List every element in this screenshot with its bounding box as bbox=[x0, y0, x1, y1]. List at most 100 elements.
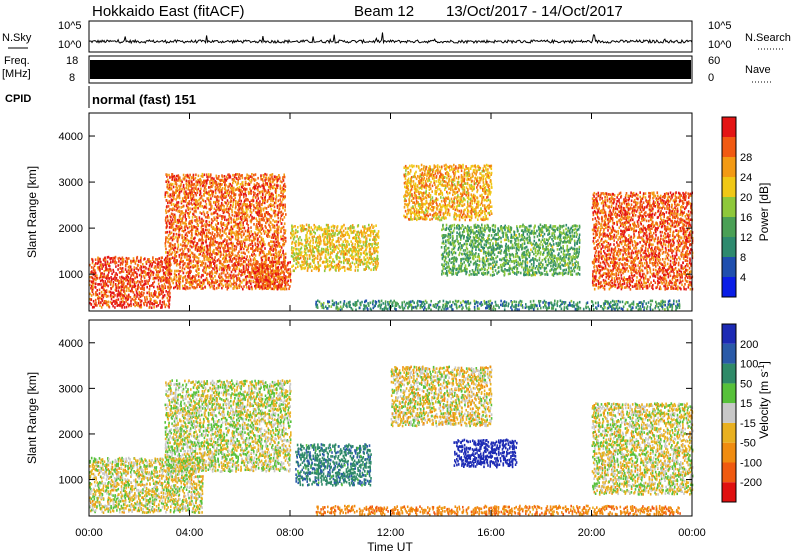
data-cell bbox=[437, 188, 439, 191]
data-cell bbox=[165, 290, 167, 293]
data-cell bbox=[186, 197, 188, 200]
data-cell bbox=[281, 227, 283, 230]
data-cell bbox=[304, 228, 306, 231]
data-cell bbox=[317, 261, 319, 264]
data-cell bbox=[181, 200, 183, 203]
data-cell bbox=[319, 253, 321, 256]
data-cell bbox=[370, 269, 372, 272]
data-cell bbox=[281, 201, 283, 204]
data-cell bbox=[318, 246, 320, 249]
data-cell bbox=[438, 211, 440, 214]
data-cell bbox=[279, 253, 281, 256]
data-cell bbox=[192, 282, 194, 285]
data-cell bbox=[228, 283, 230, 286]
data-cell bbox=[329, 238, 331, 241]
data-cell bbox=[238, 263, 240, 266]
data-cell bbox=[448, 209, 450, 212]
data-cell bbox=[299, 236, 301, 239]
data-cell bbox=[419, 203, 421, 206]
data-cell bbox=[259, 221, 261, 224]
data-cell bbox=[264, 173, 266, 176]
data-cell bbox=[285, 256, 287, 259]
data-cell bbox=[182, 229, 184, 232]
data-cell bbox=[449, 202, 451, 205]
data-cell bbox=[175, 198, 177, 201]
data-cell bbox=[427, 180, 429, 183]
data-cell bbox=[254, 271, 256, 274]
data-cell bbox=[301, 239, 303, 242]
data-cell bbox=[189, 189, 191, 192]
data-cell bbox=[408, 178, 410, 181]
data-cell bbox=[143, 292, 145, 295]
data-cell bbox=[352, 237, 354, 240]
data-cell bbox=[274, 227, 276, 230]
data-cell bbox=[265, 189, 267, 192]
data-cell bbox=[134, 277, 136, 280]
data-cell bbox=[375, 258, 377, 261]
data-cell bbox=[189, 200, 191, 203]
data-cell bbox=[166, 174, 168, 177]
data-cell bbox=[229, 280, 231, 283]
data-cell bbox=[202, 228, 204, 231]
data-cell bbox=[312, 239, 314, 242]
data-cell bbox=[269, 286, 271, 289]
data-cell bbox=[243, 233, 245, 236]
data-cell bbox=[109, 257, 111, 260]
data-cell bbox=[410, 213, 412, 216]
data-cell bbox=[253, 280, 255, 283]
data-cell bbox=[357, 264, 359, 267]
data-cell bbox=[144, 296, 146, 299]
data-cell bbox=[156, 301, 158, 304]
data-cell bbox=[275, 278, 277, 281]
data-cell bbox=[260, 210, 262, 213]
data-cell bbox=[174, 243, 176, 246]
data-cell bbox=[439, 208, 441, 211]
data-cell bbox=[358, 231, 360, 234]
data-cell bbox=[214, 265, 216, 268]
data-cell bbox=[274, 210, 276, 213]
data-cell bbox=[416, 200, 418, 203]
data-cell bbox=[193, 260, 195, 263]
data-cell bbox=[170, 263, 172, 266]
data-cell bbox=[196, 194, 198, 197]
data-cell bbox=[338, 263, 340, 266]
data-cell bbox=[247, 268, 249, 271]
data-cell bbox=[416, 188, 418, 191]
data-cell bbox=[262, 193, 264, 196]
data-cell bbox=[282, 235, 284, 238]
data-cell bbox=[149, 303, 151, 306]
data-cell bbox=[138, 302, 140, 305]
data-cell bbox=[122, 297, 124, 300]
data-cell bbox=[424, 212, 426, 215]
data-cell bbox=[159, 264, 161, 267]
data-cell bbox=[116, 299, 118, 302]
data-cell bbox=[194, 241, 196, 244]
data-cell bbox=[152, 256, 154, 259]
data-cell bbox=[177, 285, 179, 288]
data-cell bbox=[203, 184, 205, 187]
data-cell bbox=[186, 193, 188, 196]
data-cell bbox=[245, 258, 247, 261]
data-cell bbox=[410, 210, 412, 213]
data-cell bbox=[170, 236, 172, 239]
data-cell bbox=[195, 230, 197, 233]
data-cell bbox=[418, 165, 420, 168]
data-cell bbox=[111, 278, 113, 281]
data-cell bbox=[275, 201, 277, 204]
data-cell bbox=[95, 272, 97, 275]
data-cell bbox=[327, 248, 329, 251]
data-cell bbox=[197, 191, 199, 194]
data-cell bbox=[91, 303, 93, 306]
data-cell bbox=[343, 224, 345, 227]
data-cell bbox=[432, 177, 434, 180]
data-cell bbox=[232, 174, 234, 177]
data-cell bbox=[278, 277, 280, 280]
data-cell bbox=[417, 175, 419, 178]
data-cell bbox=[123, 280, 125, 283]
data-cell bbox=[101, 291, 103, 294]
data-cell bbox=[105, 280, 107, 283]
data-cell bbox=[281, 181, 283, 184]
data-cell bbox=[225, 283, 227, 286]
data-cell bbox=[250, 247, 252, 250]
data-cell bbox=[232, 214, 234, 217]
